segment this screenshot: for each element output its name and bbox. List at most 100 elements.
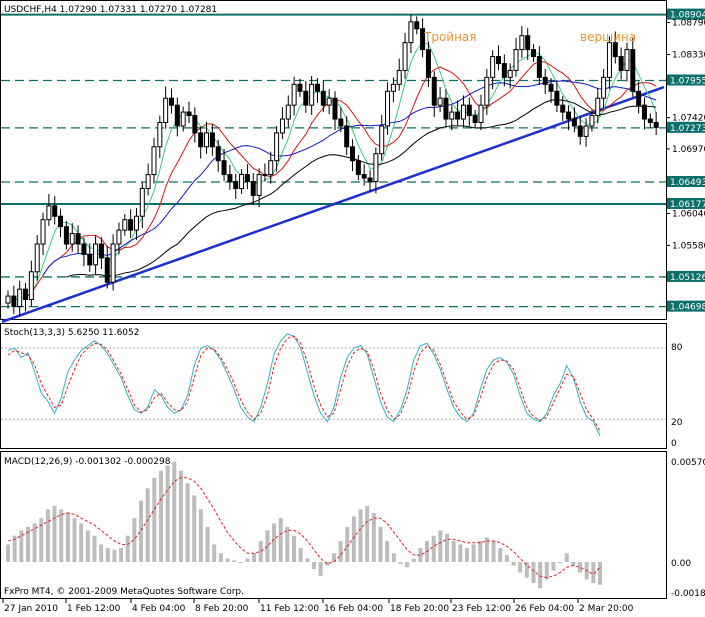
- candle[interactable]: [110, 234, 116, 291]
- candle[interactable]: [425, 41, 431, 88]
- candle[interactable]: [291, 76, 297, 116]
- candle[interactable]: [256, 168, 262, 208]
- candle[interactable]: [93, 234, 99, 274]
- candle[interactable]: [379, 114, 385, 161]
- candle[interactable]: [169, 88, 174, 114]
- candle[interactable]: [69, 223, 75, 252]
- candle[interactable]: [139, 182, 145, 229]
- candle[interactable]: [309, 75, 315, 115]
- stochastic-panel[interactable]: [0, 323, 667, 449]
- candle[interactable]: [531, 44, 537, 63]
- candle[interactable]: [443, 89, 449, 129]
- candle[interactable]: [560, 96, 566, 122]
- candle[interactable]: [367, 169, 373, 192]
- candle[interactable]: [34, 234, 40, 281]
- candle[interactable]: [519, 25, 525, 58]
- candle[interactable]: [320, 80, 326, 113]
- candle[interactable]: [373, 147, 379, 194]
- candle[interactable]: [542, 69, 548, 95]
- candle[interactable]: [402, 32, 408, 79]
- candle[interactable]: [186, 101, 192, 124]
- candle[interactable]: [262, 163, 268, 182]
- candle[interactable]: [174, 97, 180, 137]
- candle[interactable]: [589, 110, 595, 132]
- candle[interactable]: [268, 151, 274, 184]
- candle[interactable]: [104, 246, 110, 289]
- candle[interactable]: [472, 110, 478, 129]
- candle[interactable]: [507, 63, 513, 89]
- candle[interactable]: [408, 14, 414, 54]
- candle[interactable]: [536, 46, 542, 86]
- candle[interactable]: [420, 18, 426, 58]
- candle[interactable]: [180, 106, 186, 132]
- candle[interactable]: [122, 214, 128, 236]
- candle[interactable]: [449, 105, 455, 131]
- candle[interactable]: [548, 78, 554, 104]
- candle[interactable]: [490, 50, 496, 90]
- candle[interactable]: [40, 212, 46, 256]
- candle[interactable]: [350, 139, 356, 172]
- candle[interactable]: [653, 112, 659, 136]
- candle[interactable]: [151, 137, 157, 184]
- candle[interactable]: [554, 80, 560, 113]
- candle[interactable]: [414, 16, 420, 35]
- candle[interactable]: [647, 113, 653, 129]
- candle[interactable]: [227, 164, 233, 190]
- candle[interactable]: [157, 115, 163, 158]
- candle[interactable]: [244, 164, 250, 190]
- candle[interactable]: [630, 37, 636, 98]
- candle[interactable]: [285, 95, 291, 128]
- candle[interactable]: [239, 169, 245, 195]
- candle[interactable]: [332, 91, 338, 131]
- candle[interactable]: [11, 285, 17, 315]
- candle[interactable]: [163, 86, 169, 129]
- candle[interactable]: [385, 82, 391, 136]
- candle[interactable]: [17, 280, 23, 317]
- candle[interactable]: [361, 164, 367, 186]
- candle[interactable]: [28, 260, 34, 307]
- candle[interactable]: [221, 148, 227, 181]
- candle[interactable]: [583, 118, 589, 147]
- candle[interactable]: [204, 121, 210, 154]
- candle[interactable]: [279, 107, 285, 140]
- candle[interactable]: [396, 58, 402, 91]
- candle[interactable]: [145, 163, 151, 196]
- candle[interactable]: [478, 94, 484, 131]
- candle[interactable]: [116, 222, 122, 255]
- candle[interactable]: [198, 126, 204, 159]
- candle[interactable]: [455, 100, 461, 126]
- candle[interactable]: [303, 80, 309, 113]
- candle[interactable]: [81, 237, 87, 267]
- candle[interactable]: [23, 282, 29, 312]
- candle[interactable]: [577, 116, 583, 145]
- candle[interactable]: [314, 78, 320, 104]
- candle[interactable]: [192, 107, 198, 143]
- candle[interactable]: [525, 28, 531, 61]
- candle[interactable]: [606, 36, 612, 90]
- candle[interactable]: [250, 173, 256, 206]
- candle[interactable]: [233, 173, 239, 199]
- candle[interactable]: [636, 81, 642, 114]
- candle[interactable]: [612, 31, 618, 64]
- candle[interactable]: [566, 105, 572, 131]
- candle[interactable]: [338, 107, 344, 133]
- candle[interactable]: [437, 87, 443, 113]
- candle[interactable]: [63, 221, 69, 250]
- candle[interactable]: [58, 208, 64, 238]
- candle[interactable]: [355, 155, 361, 181]
- candle[interactable]: [128, 209, 134, 238]
- candle[interactable]: [274, 125, 280, 172]
- candle[interactable]: [641, 97, 647, 130]
- candle[interactable]: [52, 196, 58, 225]
- candle[interactable]: [98, 237, 104, 270]
- candle[interactable]: [209, 123, 215, 156]
- candle[interactable]: [501, 54, 507, 87]
- candle[interactable]: [431, 71, 437, 117]
- candle[interactable]: [133, 207, 139, 240]
- macd-panel[interactable]: [0, 451, 667, 599]
- candle[interactable]: [466, 97, 472, 126]
- candle[interactable]: [87, 243, 93, 272]
- candle[interactable]: [215, 139, 221, 172]
- candle[interactable]: [297, 78, 303, 97]
